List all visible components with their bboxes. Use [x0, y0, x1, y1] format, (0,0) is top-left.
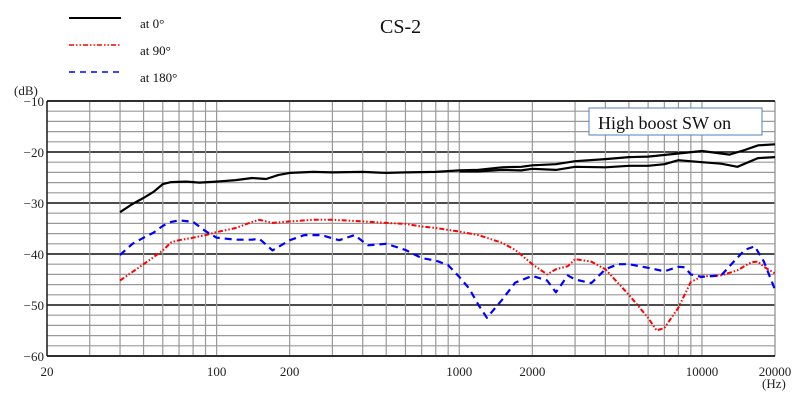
series-line	[119, 143, 776, 214]
y-tick-label: −10	[24, 94, 44, 109]
y-axis-ticks: −10 −20 −30 −40 −50 −60	[24, 94, 44, 364]
x-tick-label: 20000	[759, 364, 792, 379]
legend-label-0: at 0°	[140, 16, 164, 31]
series-line	[119, 218, 776, 332]
y-tick-label: −50	[24, 298, 44, 313]
annotation-box: High boost SW on	[588, 107, 763, 136]
annotation-text: High boost SW on	[598, 113, 731, 133]
y-tick-label: −20	[24, 145, 44, 160]
series-line	[119, 219, 777, 319]
y-tick-label: −60	[24, 349, 44, 364]
grid	[46, 100, 776, 357]
x-tick-label: 2000	[519, 364, 545, 379]
series-line	[459, 156, 776, 173]
x-tick-label: 20	[41, 364, 54, 379]
x-tick-label: 1000	[446, 364, 472, 379]
y-axis-label: (dB)	[14, 83, 38, 98]
legend-label-1: at 90°	[140, 43, 171, 58]
x-tick-label: 10000	[686, 364, 719, 379]
x-axis-label: (Hz)	[762, 376, 786, 391]
series-lines	[119, 143, 777, 332]
x-axis-ticks: 20 100 200 1000 2000 10000 20000	[41, 364, 792, 379]
y-tick-label: −40	[24, 247, 44, 262]
legend: at 0° at 90° at 180°	[69, 16, 177, 85]
chart-title: CS-2	[380, 16, 421, 38]
x-tick-label: 200	[280, 364, 300, 379]
plot-frame	[46, 100, 775, 357]
x-tick-label: 100	[207, 364, 227, 379]
legend-label-2: at 180°	[140, 70, 177, 85]
y-tick-label: −30	[24, 196, 44, 211]
